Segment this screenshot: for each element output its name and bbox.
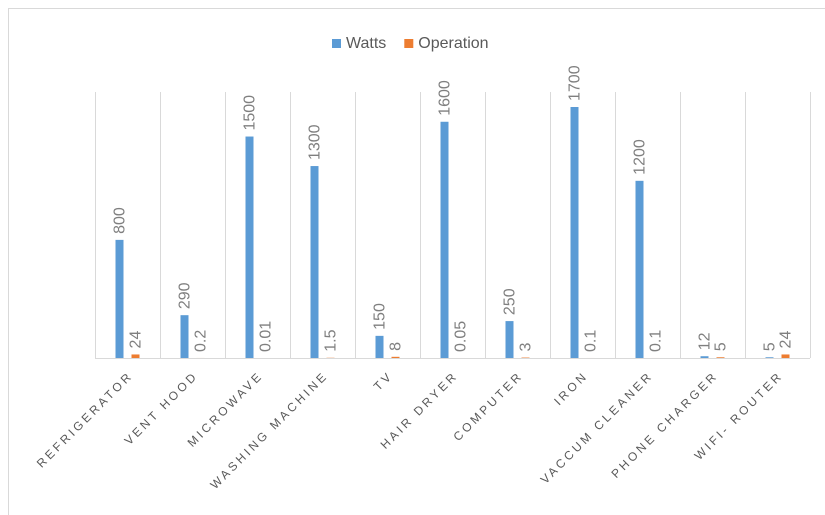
value-label: 1200 bbox=[632, 139, 649, 175]
value-label: 290 bbox=[177, 282, 194, 309]
value-label: 250 bbox=[502, 288, 519, 315]
legend-label: Watts bbox=[346, 35, 386, 52]
bar bbox=[391, 356, 400, 358]
bar bbox=[765, 357, 774, 358]
value-label: 12 bbox=[697, 332, 714, 350]
bar bbox=[570, 107, 579, 358]
bar bbox=[245, 136, 254, 358]
value-label: 8 bbox=[388, 342, 405, 351]
value-label: 1700 bbox=[567, 65, 584, 101]
value-label: 0.05 bbox=[453, 321, 470, 352]
legend-label: Operation bbox=[418, 35, 488, 52]
chart-border bbox=[8, 8, 825, 515]
bar bbox=[700, 356, 709, 358]
bar bbox=[115, 239, 124, 358]
bar bbox=[781, 354, 790, 358]
value-label: 24 bbox=[778, 331, 795, 349]
bar bbox=[716, 357, 725, 358]
bar bbox=[375, 335, 384, 358]
value-label: 800 bbox=[112, 207, 129, 234]
legend-swatch bbox=[332, 39, 341, 48]
legend-swatch bbox=[404, 39, 414, 48]
value-label: 1600 bbox=[437, 80, 454, 116]
bar bbox=[635, 180, 644, 358]
value-label: 3 bbox=[518, 343, 535, 352]
value-label: 0.1 bbox=[648, 330, 665, 352]
bar bbox=[310, 166, 319, 358]
value-label: 0.01 bbox=[258, 321, 275, 352]
bar bbox=[505, 321, 514, 358]
value-label: 0.1 bbox=[583, 330, 600, 352]
value-label: 5 bbox=[762, 342, 779, 351]
value-label: 0.2 bbox=[193, 330, 210, 352]
value-label: 24 bbox=[128, 331, 145, 349]
bar bbox=[131, 354, 140, 358]
value-label: 1500 bbox=[242, 95, 259, 131]
bar bbox=[440, 121, 449, 358]
bar bbox=[180, 315, 189, 358]
value-label: 1.5 bbox=[323, 329, 340, 351]
value-label: 1300 bbox=[307, 124, 324, 160]
value-label: 150 bbox=[372, 303, 389, 330]
value-label: 5 bbox=[713, 342, 730, 351]
